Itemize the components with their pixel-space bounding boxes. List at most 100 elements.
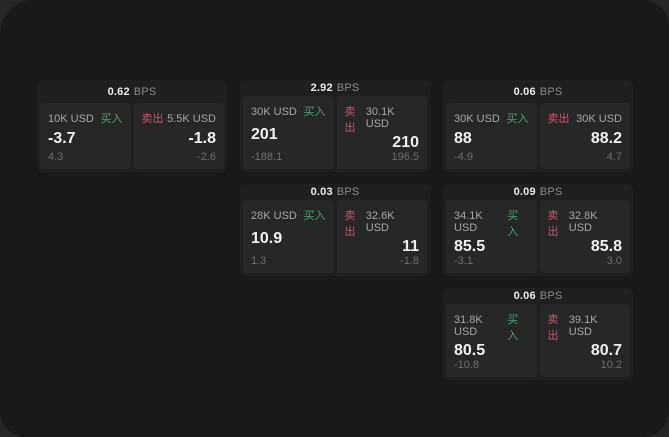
sell-side-label: 卖出 xyxy=(344,106,356,134)
sell-delta: -1.8 xyxy=(400,255,419,267)
buy-panel[interactable]: 10K USD 买入 -3.7 4.3 xyxy=(40,103,131,169)
sell-side-label: 卖出 xyxy=(344,210,356,238)
sell-price: 80.7 xyxy=(590,342,622,359)
sell-amount-label: 30K USD xyxy=(576,113,622,125)
card-header: 2.92 BPS xyxy=(240,80,430,96)
buy-price: 10.9 xyxy=(251,230,283,247)
card-header: 0.03 BPS xyxy=(240,184,430,200)
buy-side-label: 买入 xyxy=(507,314,519,342)
sell-side-label: 卖出 xyxy=(547,314,559,342)
sell-panel[interactable]: 卖出 30.1K USD 210 196.5 xyxy=(336,96,427,169)
buy-side-label: 买入 xyxy=(507,210,519,238)
bps-value: 0.62 xyxy=(107,85,130,98)
bps-value: 2.92 xyxy=(310,82,333,94)
buy-price: -3.7 xyxy=(48,129,76,147)
bps-value: 0.06 xyxy=(513,290,536,302)
buy-delta: -188.1 xyxy=(251,151,283,163)
sell-panel-top: 卖出 30.1K USD xyxy=(345,103,420,135)
quote-panels: 10K USD 买入 -3.7 4.3 卖出 5.5K USD -1.8 -2.… xyxy=(37,103,227,172)
quote-panels: 30K USD 买入 88 -4.9 卖出 30K USD 88.2 4.7 xyxy=(443,103,633,172)
sell-price: 210 xyxy=(392,134,419,151)
quote-panels: 34.1K USD 买入 85.5 -3.1 卖出 32.8K USD 85.8… xyxy=(443,200,633,276)
sell-delta: 10.2 xyxy=(600,359,622,371)
buy-amount-label: 30K USD xyxy=(454,113,500,125)
buy-price: 85.5 xyxy=(454,238,486,255)
sell-side-label: 卖出 xyxy=(141,113,164,125)
buy-side-label: 买入 xyxy=(100,113,123,125)
buy-price: 88 xyxy=(454,129,472,147)
buy-panel-top: 34.1K USD 买入 xyxy=(454,207,529,239)
sell-panel[interactable]: 卖出 32.6K USD 11 -1.8 xyxy=(336,200,427,273)
buy-panel[interactable]: 34.1K USD 买入 85.5 -3.1 xyxy=(446,200,537,273)
quote-panels: 28K USD 买入 10.9 1.3 卖出 32.6K USD 11 -1.8 xyxy=(240,200,430,276)
buy-panel[interactable]: 30K USD 买入 201 -188.1 xyxy=(243,96,334,169)
buy-amount-label: 34.1K USD xyxy=(454,210,483,234)
buy-side-label: 买入 xyxy=(303,106,326,118)
buy-amount-label: 31.8K USD xyxy=(454,314,483,338)
quote-card: 0.62 BPS 10K USD 买入 -3.7 4.3 卖出 5.5K USD xyxy=(37,80,227,172)
sell-delta: 3.0 xyxy=(606,255,622,267)
buy-price: 201 xyxy=(251,126,278,143)
buy-delta: 4.3 xyxy=(48,151,64,163)
buy-panel-top: 10K USD 买入 xyxy=(48,110,123,126)
buy-delta: -4.9 xyxy=(454,151,473,163)
sell-delta: -2.6 xyxy=(197,151,216,163)
sell-panel[interactable]: 卖出 39.1K USD 80.7 10.2 xyxy=(539,304,630,377)
quote-panels: 31.8K USD 买入 80.5 -10.8 卖出 39.1K USD 80.… xyxy=(443,304,633,380)
buy-panel-top: 31.8K USD 买入 xyxy=(454,311,529,343)
sell-panel-top: 卖出 30K USD xyxy=(548,110,623,126)
sell-panel-top: 卖出 39.1K USD xyxy=(548,311,623,343)
bps-unit-label: BPS xyxy=(336,186,360,198)
sell-price: 11 xyxy=(402,238,419,255)
buy-price: 80.5 xyxy=(454,342,486,359)
sell-panel[interactable]: 卖出 30K USD 88.2 4.7 xyxy=(539,103,630,169)
bps-unit-label: BPS xyxy=(133,85,157,98)
quote-grid: 0.62 BPS 10K USD 买入 -3.7 4.3 卖出 5.5K USD xyxy=(37,80,633,380)
sell-amount-label: 32.6K USD xyxy=(365,210,395,234)
bps-unit-label: BPS xyxy=(336,82,360,94)
buy-panel[interactable]: 28K USD 买入 10.9 1.3 xyxy=(243,200,334,273)
sell-delta: 196.5 xyxy=(391,151,419,163)
sell-panel-top: 卖出 5.5K USD xyxy=(142,110,217,126)
sell-panel-top: 卖出 32.6K USD xyxy=(345,207,420,239)
buy-delta: 1.3 xyxy=(251,255,267,267)
buy-delta: -10.8 xyxy=(454,359,480,371)
sell-side-label: 卖出 xyxy=(547,210,559,238)
quote-card: 0.09 BPS 34.1K USD 买入 85.5 -3.1 卖出 32.8K… xyxy=(443,184,633,276)
buy-amount-label: 10K USD xyxy=(48,113,94,125)
quote-panels: 30K USD 买入 201 -188.1 卖出 30.1K USD 210 1… xyxy=(240,96,430,172)
sell-panel[interactable]: 卖出 32.8K USD 85.8 3.0 xyxy=(539,200,630,273)
buy-panel-top: 30K USD 买入 xyxy=(251,103,326,119)
bps-unit-label: BPS xyxy=(539,186,563,198)
bps-value: 0.09 xyxy=(513,186,536,198)
sell-panel[interactable]: 卖出 5.5K USD -1.8 -2.6 xyxy=(133,103,224,169)
bps-unit-label: BPS xyxy=(539,290,563,302)
sell-panel-top: 卖出 32.8K USD xyxy=(548,207,623,239)
buy-amount-label: 28K USD xyxy=(251,210,297,222)
bps-value: 0.03 xyxy=(310,186,333,198)
card-header: 0.62 BPS xyxy=(37,80,227,103)
buy-panel[interactable]: 31.8K USD 买入 80.5 -10.8 xyxy=(446,304,537,377)
sell-delta: 4.7 xyxy=(606,151,622,163)
sell-price: -1.8 xyxy=(188,129,216,147)
quote-card: 0.06 BPS 30K USD 买入 88 -4.9 卖出 30K USD xyxy=(443,80,633,172)
sell-price: 88.2 xyxy=(590,129,622,147)
bps-value: 0.06 xyxy=(513,85,536,98)
card-header: 0.09 BPS xyxy=(443,184,633,200)
bps-unit-label: BPS xyxy=(539,85,563,98)
buy-amount-label: 30K USD xyxy=(251,106,297,118)
sell-price: 85.8 xyxy=(590,238,622,255)
quote-card: 2.92 BPS 30K USD 买入 201 -188.1 卖出 30.1K … xyxy=(240,80,430,172)
buy-panel[interactable]: 30K USD 买入 88 -4.9 xyxy=(446,103,537,169)
quote-card: 0.06 BPS 31.8K USD 买入 80.5 -10.8 卖出 39.1… xyxy=(443,288,633,380)
card-header: 0.06 BPS xyxy=(443,288,633,304)
sell-amount-label: 39.1K USD xyxy=(568,314,598,338)
buy-side-label: 买入 xyxy=(506,113,529,125)
card-header: 0.06 BPS xyxy=(443,80,633,103)
buy-delta: -3.1 xyxy=(454,255,473,267)
buy-panel-top: 28K USD 买入 xyxy=(251,207,326,223)
buy-panel-top: 30K USD 买入 xyxy=(454,110,529,126)
sell-amount-label: 5.5K USD xyxy=(167,113,216,125)
buy-side-label: 买入 xyxy=(303,210,326,222)
